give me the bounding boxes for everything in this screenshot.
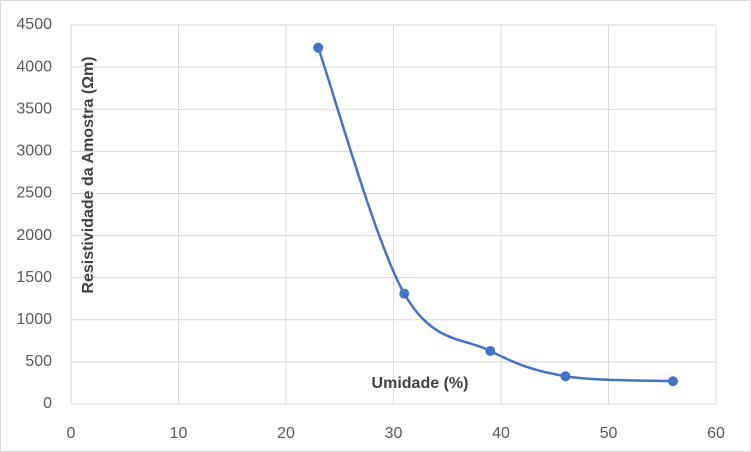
y-tick-label: 0 xyxy=(43,395,52,412)
y-tick-label: 500 xyxy=(25,353,52,370)
y-tick-label: 2000 xyxy=(16,227,52,244)
x-tick-label: 50 xyxy=(600,425,618,442)
data-point xyxy=(485,345,496,356)
data-point xyxy=(313,42,324,53)
y-tick-label: 4000 xyxy=(16,58,52,75)
y-tick-label: 2500 xyxy=(16,185,52,202)
y-tick-label: 1500 xyxy=(16,269,52,286)
y-axis-label: Resistividade da Amostra (Ωm) xyxy=(80,56,97,293)
grid xyxy=(70,24,717,405)
y-tick-label: 4500 xyxy=(16,16,52,33)
x-tick-label: 40 xyxy=(492,425,510,442)
x-tick-label: 30 xyxy=(385,425,403,442)
series-line xyxy=(317,47,674,383)
x-tick-label: 10 xyxy=(170,425,188,442)
y-tick-label: 3000 xyxy=(16,143,52,160)
data-point xyxy=(560,371,571,382)
y-tick-label: 3500 xyxy=(16,100,52,117)
x-axis-label: Umidade (%) xyxy=(372,375,469,392)
data-point xyxy=(668,376,678,387)
y-tick-label: 1000 xyxy=(16,311,52,328)
data-point xyxy=(399,288,410,299)
x-tick-label: 20 xyxy=(277,425,295,442)
x-tick-label: 60 xyxy=(707,425,725,442)
x-tick-label: 0 xyxy=(67,425,76,442)
